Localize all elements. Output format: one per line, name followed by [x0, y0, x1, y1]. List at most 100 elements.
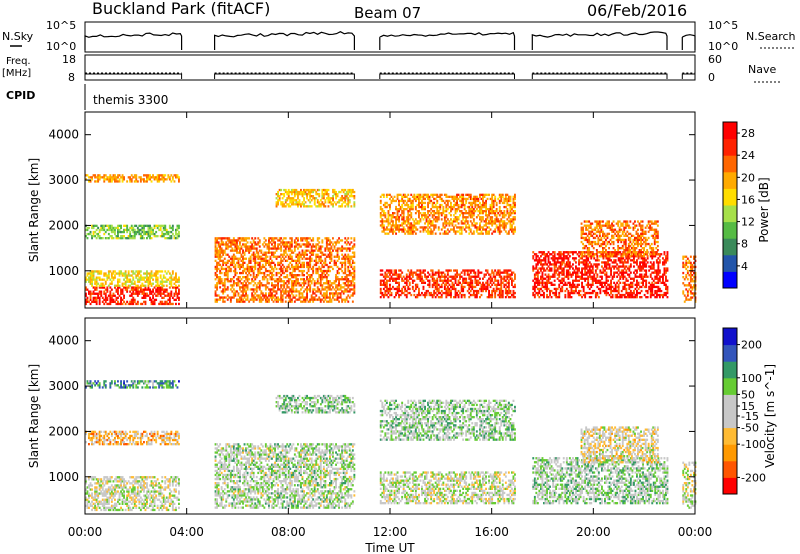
- power-cell: [463, 222, 466, 225]
- power-cell: [439, 208, 442, 211]
- power-cell: [304, 239, 307, 242]
- power-cell: [146, 270, 148, 273]
- power-cell: [445, 208, 448, 211]
- power-cell: [479, 205, 481, 209]
- power-cell: [89, 280, 92, 283]
- power-cell: [88, 180, 90, 183]
- power-cell: [535, 265, 538, 268]
- power-cell: [396, 195, 399, 198]
- power-cell: [228, 267, 231, 271]
- power-cell: [130, 298, 133, 301]
- power-cell: [118, 274, 121, 277]
- power-cell: [126, 230, 129, 234]
- power-cell: [277, 298, 279, 301]
- power-cell: [494, 277, 497, 280]
- power-cell: [214, 247, 217, 250]
- power-cell: [446, 281, 449, 284]
- power-cell: [98, 270, 101, 273]
- power-cell: [133, 282, 136, 285]
- power-cell: [492, 287, 495, 291]
- power-cell: [395, 222, 397, 225]
- power-cell: [443, 232, 446, 235]
- power-cell: [110, 180, 113, 183]
- power-cell: [146, 272, 148, 275]
- power-cell: [387, 289, 390, 293]
- power-cell: [585, 257, 588, 260]
- power-cell: [379, 212, 382, 215]
- power-cell: [335, 284, 337, 287]
- power-cell: [488, 273, 490, 276]
- power-cell: [170, 294, 173, 297]
- power-cell: [401, 199, 404, 203]
- power-cell: [277, 195, 279, 198]
- power-cell: [130, 292, 133, 295]
- power-cell: [274, 286, 276, 289]
- power-cell: [149, 292, 151, 295]
- power-cell: [139, 302, 142, 306]
- power-cell: [509, 212, 512, 215]
- power-cell: [457, 289, 460, 293]
- power-cell: [422, 193, 425, 196]
- power-cell: [298, 282, 301, 285]
- power-cell: [453, 195, 455, 198]
- power-cell: [474, 296, 477, 299]
- power-cell: [336, 294, 339, 297]
- power-cell: [344, 199, 347, 202]
- power-cell: [440, 271, 443, 274]
- power-cell: [236, 290, 238, 293]
- power-cell: [427, 210, 429, 213]
- power-cell: [405, 293, 408, 297]
- power-cell: [475, 289, 478, 293]
- power-cell: [575, 275, 577, 278]
- power-cell: [178, 292, 180, 295]
- power-cell: [123, 286, 125, 289]
- power-cell: [312, 243, 315, 246]
- power-cell: [419, 218, 422, 221]
- power-cell: [97, 294, 100, 297]
- power-cell: [304, 193, 307, 196]
- power-cell: [260, 257, 263, 260]
- power-cell: [306, 288, 308, 291]
- power-cell: [509, 199, 512, 203]
- power-cell: [100, 226, 103, 230]
- power-cell: [135, 230, 138, 234]
- power-cell: [433, 281, 436, 284]
- power-cell: [514, 285, 516, 289]
- power-cell: [339, 284, 342, 287]
- power-cell: [338, 190, 341, 194]
- power-cell: [236, 257, 238, 260]
- power-cell: [398, 275, 400, 278]
- power-cell: [147, 230, 150, 234]
- power-cell: [500, 279, 503, 282]
- power-cell: [114, 274, 116, 277]
- power-cell: [468, 208, 471, 211]
- power-cell: [477, 197, 480, 201]
- power-cell: [89, 230, 92, 234]
- power-cell: [405, 281, 408, 284]
- power-cell: [110, 237, 113, 240]
- power-cell: [418, 193, 420, 196]
- power-cell: [271, 298, 273, 301]
- power-cell: [579, 271, 582, 274]
- power-cell: [398, 287, 400, 291]
- power-cell: [141, 288, 144, 291]
- power-cell: [396, 228, 399, 231]
- power-cell: [175, 274, 177, 277]
- power-cell: [178, 290, 180, 293]
- power-cell: [217, 263, 220, 267]
- power-cell: [503, 228, 506, 231]
- power-cell: [503, 212, 506, 215]
- power-cell: [472, 230, 475, 233]
- power-cell: [533, 296, 536, 299]
- power-cell: [283, 265, 286, 269]
- power-cell: [150, 180, 153, 183]
- power-cell: [133, 176, 136, 179]
- power-cell: [100, 292, 103, 295]
- power-cell: [410, 269, 413, 272]
- power-cell: [428, 232, 431, 235]
- power-cell: [269, 271, 272, 275]
- power-cell: [405, 273, 408, 276]
- power-cell: [419, 205, 422, 209]
- power-cell: [494, 291, 497, 295]
- power-cell: [428, 199, 431, 203]
